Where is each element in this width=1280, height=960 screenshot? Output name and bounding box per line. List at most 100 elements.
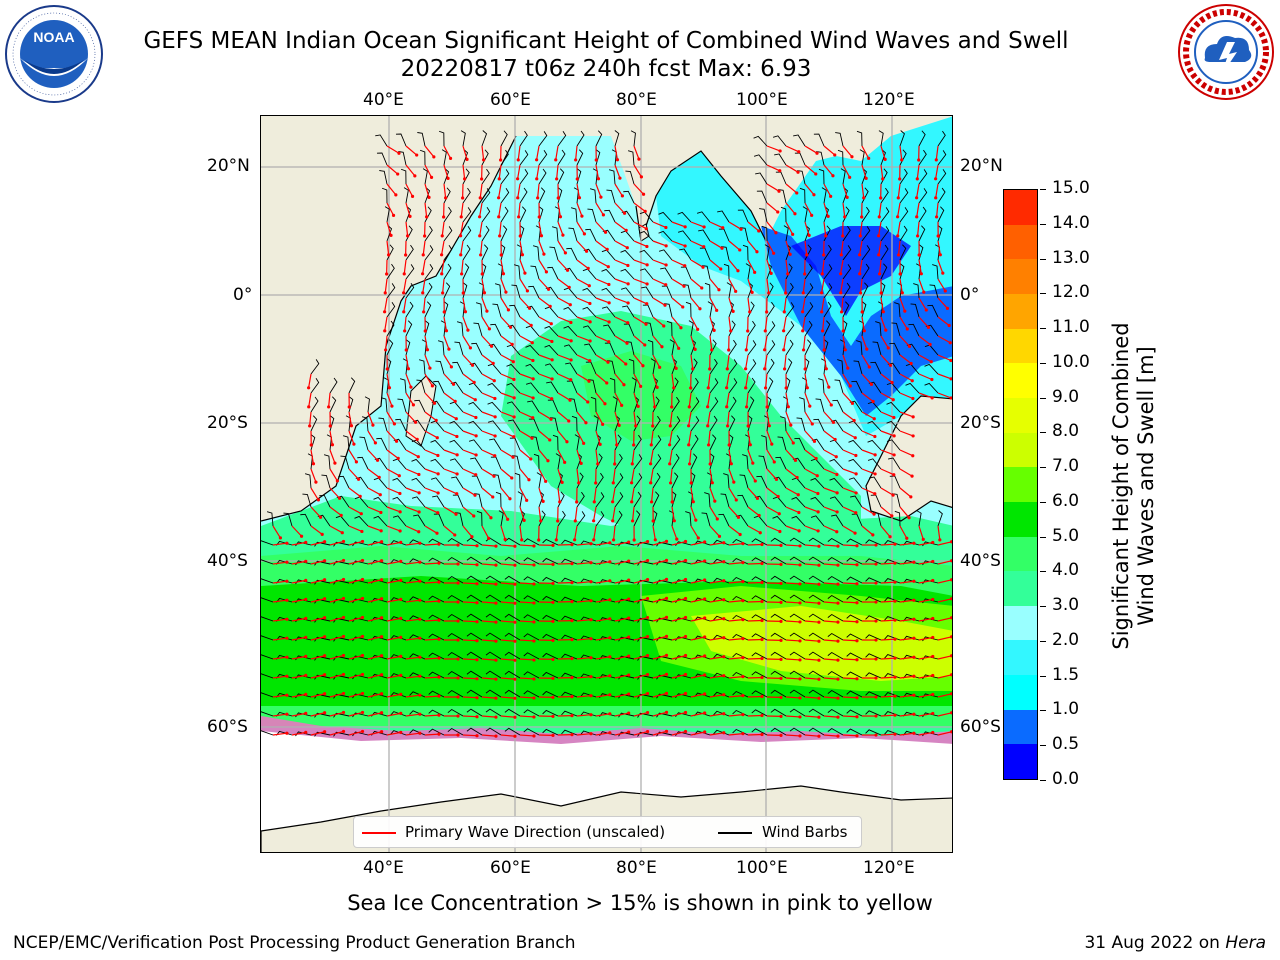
wave-direction-arrow bbox=[690, 221, 705, 228]
wave-direction-arrow bbox=[519, 601, 535, 604]
wave-direction-arrow bbox=[557, 487, 561, 502]
wave-direction-arrow bbox=[880, 562, 896, 565]
wind-barb bbox=[542, 633, 559, 641]
wind-barb bbox=[709, 434, 717, 451]
wave-arrow-head bbox=[615, 158, 620, 162]
wave-arrow-head bbox=[551, 638, 555, 642]
wind-barb bbox=[880, 226, 890, 242]
wave-arrow-head bbox=[568, 398, 572, 402]
wave-direction-arrow bbox=[937, 354, 952, 362]
wave-direction-arrow bbox=[842, 145, 853, 158]
wave-direction-arrow bbox=[899, 561, 914, 565]
wave-direction-arrow bbox=[386, 598, 401, 603]
wave-arrow-head bbox=[551, 676, 555, 680]
wave-arrow-head bbox=[577, 196, 582, 200]
wave-arrow-head bbox=[796, 170, 800, 174]
wave-arrow-head bbox=[380, 654, 384, 658]
wave-direction-arrow bbox=[671, 373, 675, 388]
wave-direction-arrow bbox=[481, 373, 495, 382]
wave-direction-arrow bbox=[500, 354, 514, 363]
wave-arrow-head bbox=[915, 177, 919, 181]
wind-barb bbox=[739, 474, 749, 489]
wave-arrow-head bbox=[858, 272, 862, 276]
wind-barb bbox=[637, 541, 654, 547]
wave-direction-arrow bbox=[272, 656, 287, 660]
wind-barb bbox=[492, 303, 502, 318]
wave-direction-arrow bbox=[652, 278, 667, 286]
wave-arrow-head bbox=[437, 599, 441, 603]
wind-barb bbox=[756, 475, 768, 489]
wave-direction-arrow bbox=[329, 559, 344, 565]
wind-barb bbox=[633, 491, 642, 508]
wave-arrow-head bbox=[668, 462, 672, 466]
wave-arrow-head bbox=[741, 694, 745, 698]
wind-barb bbox=[474, 493, 483, 508]
wave-direction-arrow bbox=[272, 599, 287, 603]
wave-direction-arrow bbox=[671, 711, 686, 717]
wave-arrow-head bbox=[915, 234, 920, 238]
wave-arrow-head bbox=[630, 462, 634, 466]
wind-barb bbox=[647, 339, 654, 356]
wave-arrow-head bbox=[772, 251, 776, 255]
wave-arrow-head bbox=[921, 537, 925, 541]
wind-barb bbox=[808, 670, 825, 679]
wave-direction-arrow bbox=[481, 582, 497, 585]
wind-barb bbox=[650, 358, 656, 375]
wave-direction-arrow bbox=[576, 543, 591, 546]
wind-barb bbox=[333, 617, 350, 623]
wave-arrow-head bbox=[430, 384, 434, 388]
wind-barb bbox=[476, 510, 483, 527]
wind-barb bbox=[405, 283, 415, 299]
wave-direction-arrow bbox=[614, 183, 623, 197]
wave-arrow-head bbox=[341, 539, 346, 544]
wave-direction-arrow bbox=[576, 373, 590, 382]
wave-arrow-head bbox=[670, 405, 674, 409]
wave-arrow-head bbox=[931, 540, 935, 545]
wind-barb bbox=[690, 453, 698, 470]
wave-arrow-head bbox=[912, 655, 916, 659]
wave-arrow-head bbox=[569, 358, 573, 362]
wave-direction-arrow bbox=[481, 354, 494, 364]
wave-arrow-head bbox=[454, 512, 458, 516]
wave-arrow-head bbox=[360, 653, 365, 658]
wave-direction-arrow bbox=[424, 695, 440, 698]
wave-arrow-head bbox=[803, 272, 807, 276]
wind-barb bbox=[827, 727, 844, 736]
wind-barb bbox=[485, 651, 502, 660]
wave-arrow-head bbox=[703, 578, 707, 582]
wave-arrow-head bbox=[645, 596, 650, 601]
wave-direction-swatch bbox=[362, 832, 396, 834]
wind-barb bbox=[899, 225, 908, 242]
wave-direction-arrow bbox=[310, 636, 325, 641]
wave-direction-arrow bbox=[690, 259, 704, 268]
wind-barb bbox=[742, 454, 749, 470]
wave-arrow-head bbox=[776, 210, 780, 214]
wind-barb bbox=[772, 135, 787, 147]
colorbar-tick-label: 1.0 bbox=[1052, 699, 1080, 720]
wave-arrow-head bbox=[722, 674, 726, 678]
wave-direction-arrow bbox=[481, 715, 497, 718]
wind-barb bbox=[829, 458, 844, 470]
wave-arrow-head bbox=[862, 329, 866, 333]
wave-direction-arrow bbox=[861, 183, 865, 198]
wave-arrow-head bbox=[931, 654, 935, 659]
wave-direction-arrow bbox=[462, 658, 478, 661]
wave-arrow-head bbox=[608, 712, 612, 716]
wave-arrow-head bbox=[696, 327, 700, 331]
wind-barb bbox=[466, 575, 483, 584]
wave-arrow-head bbox=[589, 713, 593, 717]
wave-arrow-head bbox=[641, 364, 645, 368]
colorbar-segment bbox=[1004, 397, 1037, 433]
wind-barb bbox=[709, 378, 719, 394]
wind-barb bbox=[608, 169, 616, 185]
wave-arrow-head bbox=[871, 399, 875, 404]
wave-arrow-head bbox=[936, 234, 940, 238]
wave-arrow-head bbox=[456, 581, 460, 585]
wave-arrow-head bbox=[855, 658, 859, 662]
wind-barb bbox=[471, 342, 483, 356]
wind-barb bbox=[449, 420, 464, 432]
wave-arrow-head bbox=[748, 443, 752, 447]
wave-arrow-head bbox=[323, 692, 327, 696]
wave-arrow-head bbox=[551, 600, 555, 604]
wind-barb bbox=[685, 511, 692, 527]
